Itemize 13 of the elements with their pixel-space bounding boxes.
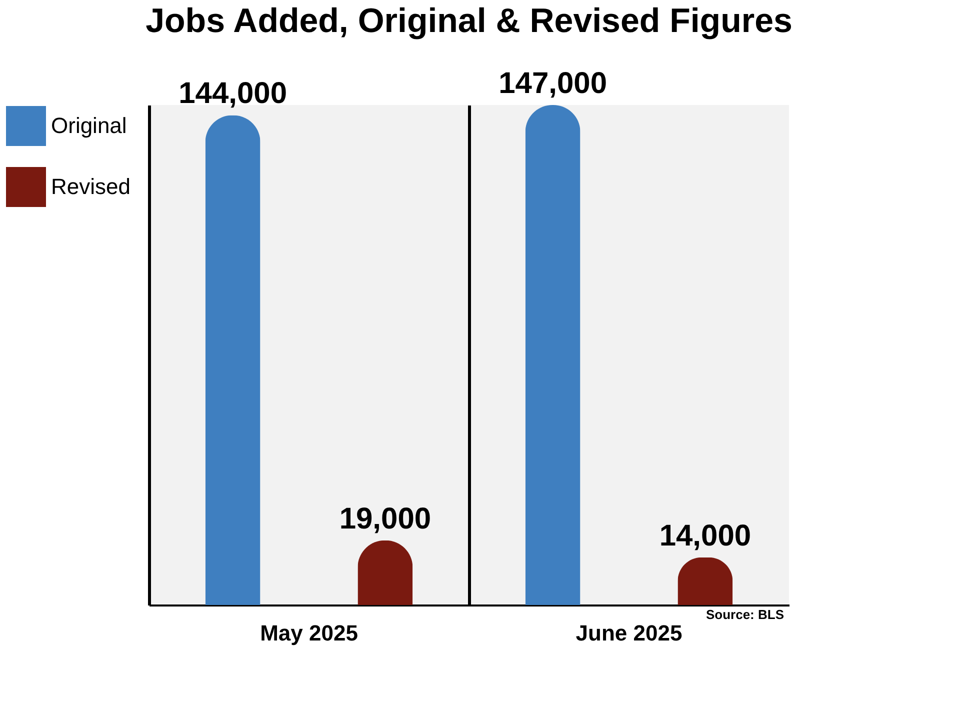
bar xyxy=(525,105,580,605)
data-label: 19,000 xyxy=(339,502,432,536)
source-note: Source: BLS xyxy=(706,607,784,622)
bar xyxy=(205,115,260,605)
x-tick-label: June 2025 xyxy=(576,620,682,646)
data-label: 147,000 xyxy=(498,67,608,100)
legend-label: Original xyxy=(51,113,127,138)
bar xyxy=(358,540,413,605)
legend-label: Revised xyxy=(51,174,130,199)
data-label: 14,000 xyxy=(659,519,752,552)
data-label: 144,000 xyxy=(178,77,288,110)
chart-title: Jobs Added, Original & Revised Figures xyxy=(146,2,792,40)
x-tick-label: May 2025 xyxy=(260,620,358,646)
